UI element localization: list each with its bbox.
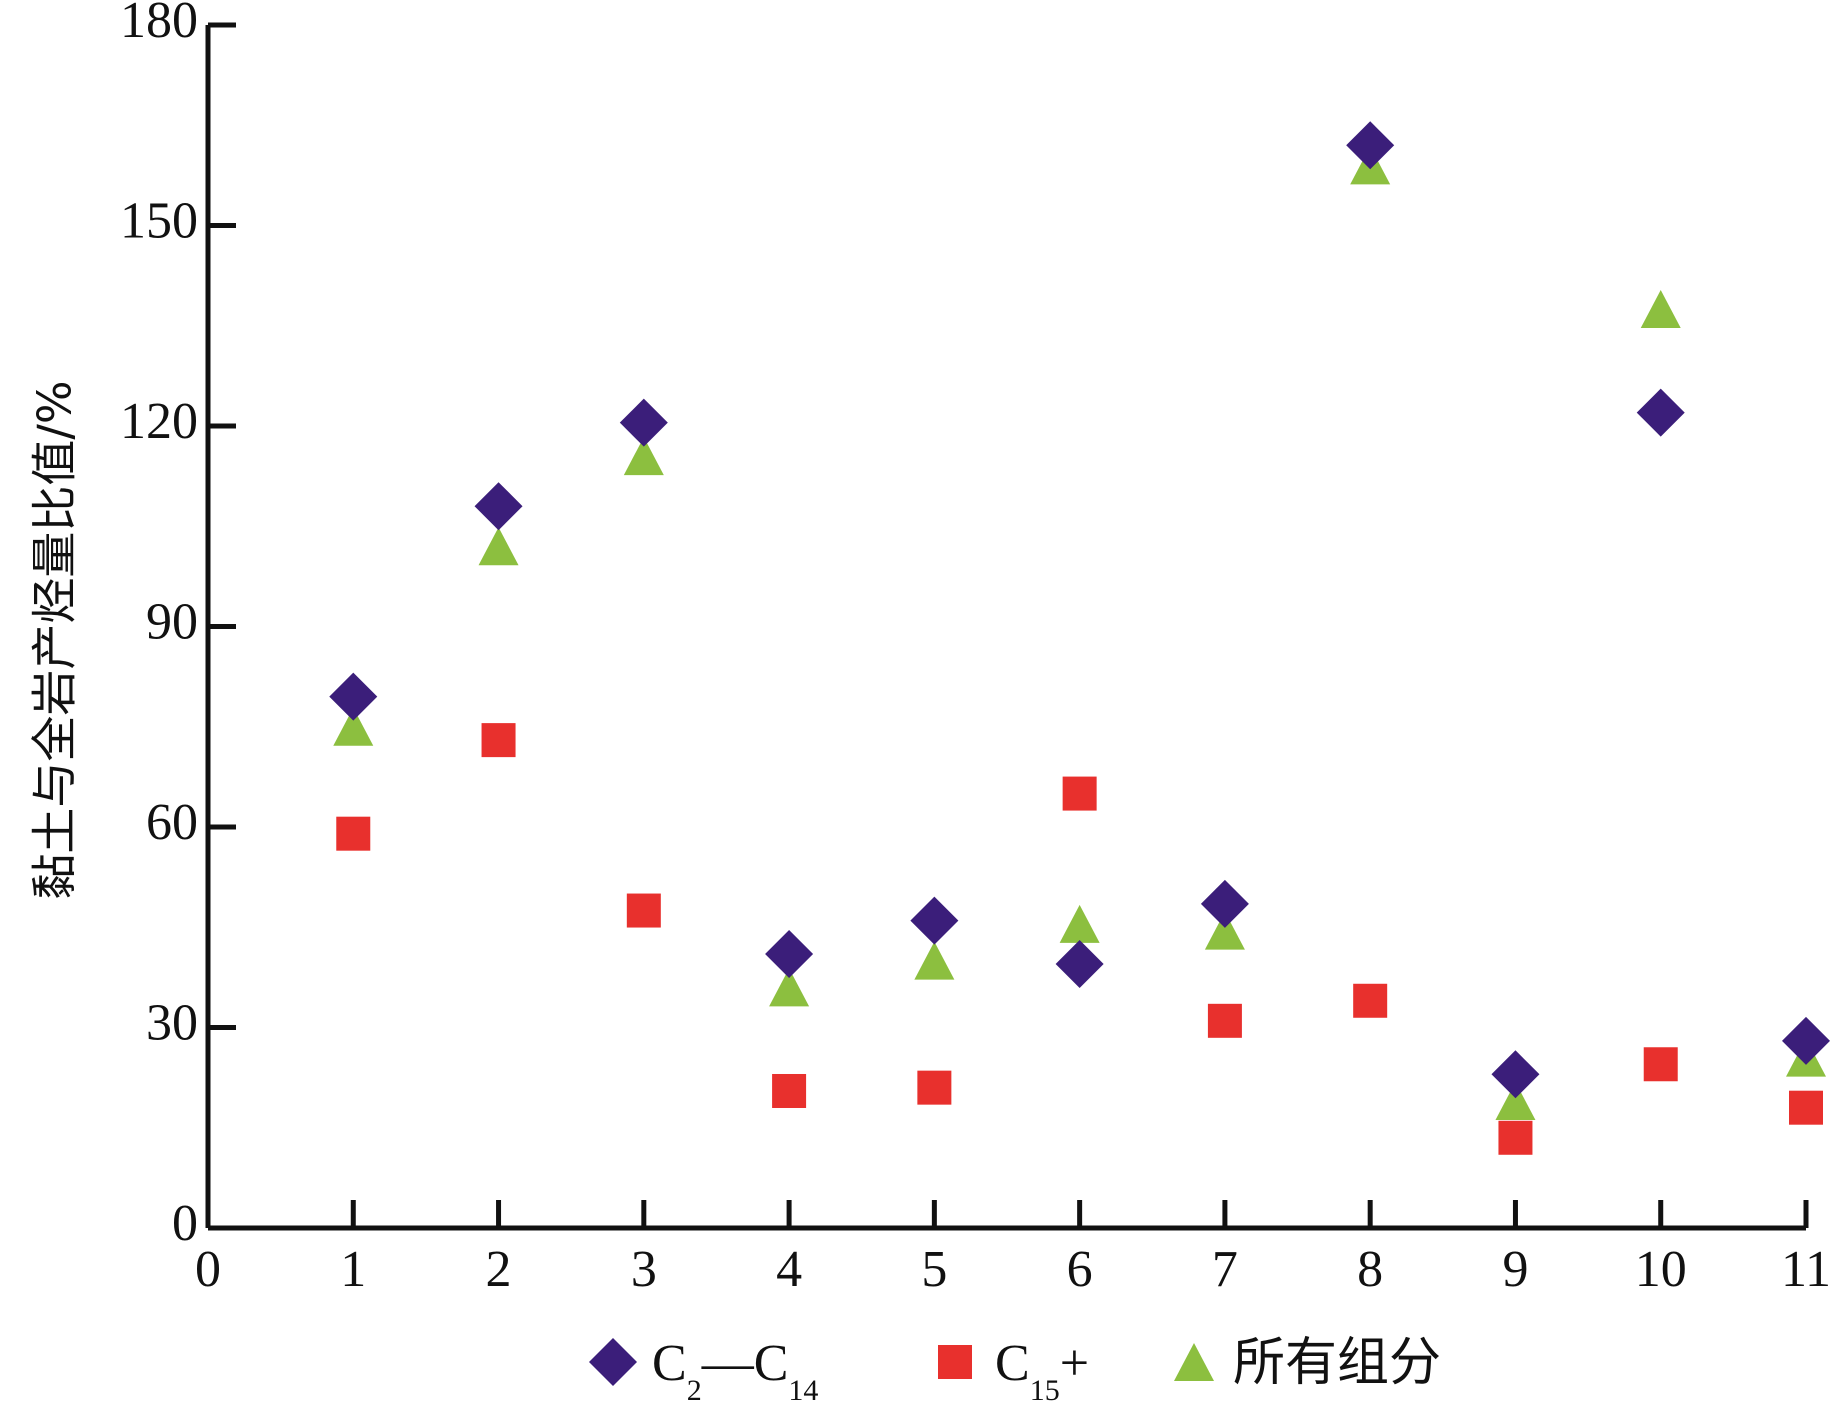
legend-marker-square: [938, 1345, 972, 1379]
legend-label: C2—C14: [652, 1335, 818, 1403]
y-tick-label: 0: [172, 1195, 198, 1252]
data-point-square: [1789, 1090, 1823, 1125]
data-point-square: [336, 816, 371, 851]
legend-marker-triangle: [1174, 1343, 1214, 1381]
x-tick-label: 5: [921, 1241, 947, 1298]
data-point-diamond: [1200, 879, 1249, 928]
data-point-triangle: [769, 968, 810, 1007]
x-tick-label: 3: [631, 1241, 657, 1298]
legend: C2—C14 C15+ 所有组分: [589, 1335, 1441, 1403]
y-axis-title: 黏土与全岩产烃量比值/%: [28, 380, 82, 899]
data-point-diamond: [765, 929, 814, 978]
x-tick-label: 9: [1502, 1241, 1528, 1298]
axes: 0 30 60 90 120 150 180 0 1 2 3 4 5 6 7 8 9 10 11: [120, 0, 1831, 1298]
y-tick-label: 150: [120, 192, 198, 249]
data-point-square: [1062, 776, 1097, 811]
data-point-triangle: [623, 437, 664, 476]
data-point-square: [772, 1073, 807, 1108]
legend-label: C15+: [995, 1335, 1089, 1403]
x-tick-label: 8: [1357, 1241, 1383, 1298]
data-point-diamond: [910, 896, 959, 945]
data-point-diamond: [1346, 121, 1395, 170]
x-tick-label: 7: [1212, 1241, 1238, 1298]
data-point-triangle: [1204, 911, 1245, 950]
data-point-square: [481, 723, 516, 758]
data-point-diamond: [474, 482, 523, 531]
data-point-triangle: [1640, 290, 1681, 329]
data-point-diamond: [1782, 1016, 1830, 1065]
data-point-square: [917, 1070, 952, 1105]
data-point-square: [1207, 1003, 1242, 1038]
data-point-triangle: [478, 527, 519, 566]
data-point-diamond: [619, 398, 668, 447]
data-point-diamond: [1055, 940, 1104, 989]
x-tick-label: 10: [1635, 1241, 1687, 1298]
y-tick-label: 30: [146, 994, 198, 1051]
data-point-triangle: [1059, 904, 1100, 943]
x-tick-label: 6: [1067, 1241, 1093, 1298]
data-point-diamond: [1491, 1050, 1540, 1099]
x-tick-label: 1: [340, 1241, 366, 1298]
x-tick-label: 2: [486, 1241, 512, 1298]
data-point-triangle: [1495, 1082, 1536, 1121]
data-point-diamond: [1636, 388, 1685, 437]
data-point-triangle: [914, 941, 955, 980]
data-point-square: [626, 893, 661, 928]
x-tick-label: 4: [776, 1241, 802, 1298]
data-point-triangle: [333, 707, 374, 746]
legend-label: 所有组分: [1233, 1335, 1441, 1392]
data-point-square: [1643, 1047, 1678, 1082]
y-tick-label: 120: [120, 393, 198, 450]
data-point-square: [1498, 1120, 1533, 1155]
x-tick-label: 0: [195, 1241, 221, 1298]
y-tick-label: 60: [146, 794, 198, 851]
y-tick-label: 90: [146, 593, 198, 650]
x-tick-label: 11: [1781, 1241, 1831, 1298]
y-tick-label: 180: [120, 0, 198, 49]
data-point-square: [1353, 983, 1388, 1018]
data-markers: [329, 121, 1830, 1155]
data-point-diamond: [329, 672, 378, 721]
legend-marker-diamond: [589, 1338, 637, 1386]
